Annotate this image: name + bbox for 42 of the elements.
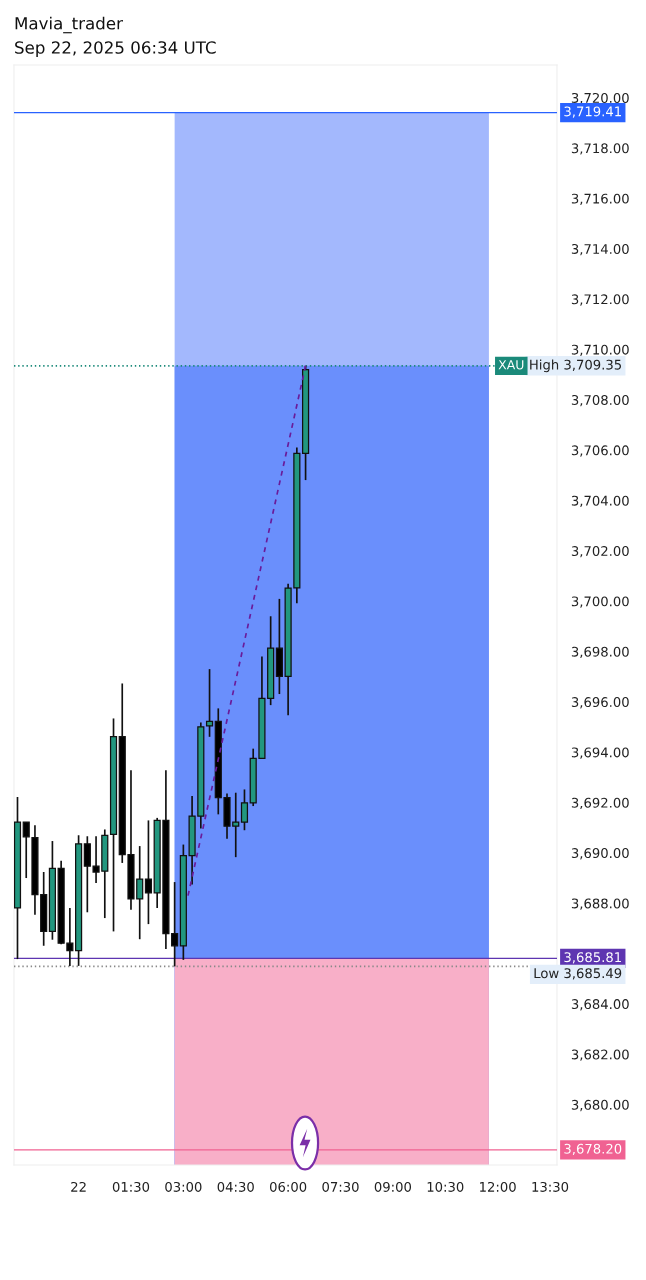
ref-line-label: High 3,709.35 bbox=[530, 359, 622, 373]
x-tick-label: 12:00 bbox=[480, 1181, 516, 1192]
y-tick-label: 3,718.00 bbox=[571, 143, 629, 155]
ref-line-label: 3,678.20 bbox=[564, 1143, 622, 1156]
x-tick-label: 04:30 bbox=[217, 1181, 254, 1192]
y-tick-label: 3,690.00 bbox=[571, 848, 629, 860]
y-tick-label: 3,714.00 bbox=[571, 243, 629, 256]
y-tick-label: 3,702.00 bbox=[571, 546, 629, 558]
y-tick-label: 3,708.00 bbox=[571, 395, 629, 407]
y-tick-label: 3,696.00 bbox=[571, 697, 629, 709]
y-tick-label: 3,688.00 bbox=[571, 898, 629, 910]
candlestick bbox=[144, 819, 153, 925]
y-tick-label: 3,710.00 bbox=[571, 344, 629, 356]
y-tick-label: 3,700.00 bbox=[571, 596, 629, 608]
y-tick-label: 3,712.00 bbox=[571, 294, 629, 306]
x-tick-label: 07:30 bbox=[322, 1181, 359, 1192]
x-tick-label: 22 bbox=[71, 1181, 86, 1192]
y-tick-label: 3,694.00 bbox=[571, 747, 629, 759]
ref-line-label: Low 3,685.49 bbox=[534, 968, 622, 980]
y-tick-label: 3,706.00 bbox=[571, 445, 629, 457]
y-tick-label: 3,698.00 bbox=[571, 646, 629, 659]
y-tick-label: 3,716.00 bbox=[571, 193, 629, 205]
y-tick-label: 3,684.00 bbox=[571, 999, 629, 1011]
x-tick-label: 06:00 bbox=[269, 1181, 307, 1192]
x-tick-label: 01:30 bbox=[112, 1181, 150, 1192]
y-tick-label: 3,720.00 bbox=[571, 92, 629, 105]
candlestick bbox=[22, 821, 30, 879]
chart-subtitle: Sep 22, 2025 06:34 UTC bbox=[15, 41, 216, 58]
chart-title: Mavia_trader bbox=[15, 16, 123, 34]
ref-line-label: 3,685.81 bbox=[564, 952, 621, 964]
candlestick bbox=[240, 788, 249, 832]
annotation: XAU bbox=[498, 360, 524, 370]
ref-line-label: 3,719.41 bbox=[564, 106, 621, 118]
y-tick-label: 3,692.00 bbox=[571, 797, 629, 810]
x-tick-label: 03:00 bbox=[165, 1181, 202, 1192]
y-tick-label: 3,682.00 bbox=[571, 1049, 629, 1061]
y-tick-label: 3,704.00 bbox=[571, 495, 629, 508]
x-tick-label: 13:30 bbox=[532, 1181, 569, 1192]
y-tick-label: 3,680.00 bbox=[571, 1099, 629, 1112]
candlestick bbox=[205, 668, 214, 738]
x-tick-label: 10:30 bbox=[427, 1181, 464, 1192]
x-tick-label: 09:00 bbox=[374, 1181, 412, 1192]
